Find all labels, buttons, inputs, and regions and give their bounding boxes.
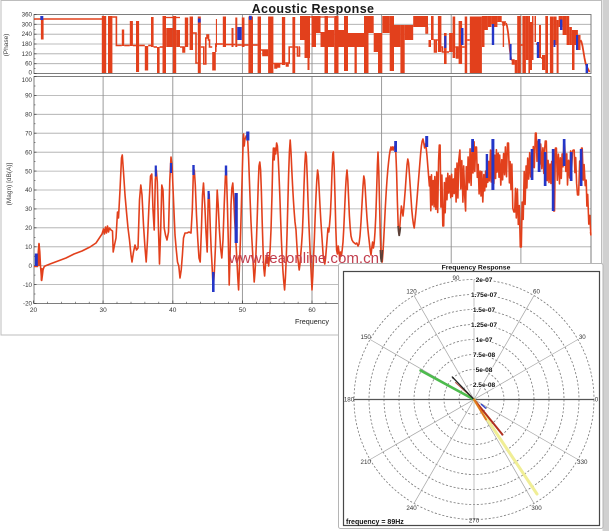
- svg-text:300: 300: [22, 21, 33, 28]
- svg-text:60: 60: [533, 288, 540, 295]
- svg-text:50: 50: [239, 307, 247, 314]
- svg-text:90: 90: [453, 275, 460, 282]
- svg-text:60: 60: [308, 307, 316, 314]
- svg-text:90: 90: [25, 93, 32, 100]
- svg-text:10: 10: [25, 244, 32, 251]
- svg-text:120: 120: [22, 51, 33, 58]
- svg-text:40: 40: [25, 187, 32, 194]
- svg-text:210: 210: [361, 459, 372, 466]
- svg-text:150: 150: [361, 334, 372, 341]
- svg-text:-20: -20: [23, 301, 33, 308]
- svg-text:120: 120: [406, 288, 417, 295]
- svg-text:0: 0: [29, 263, 33, 270]
- svg-text:30: 30: [99, 307, 107, 314]
- svg-text:40: 40: [169, 307, 177, 314]
- svg-text:1.75e-07: 1.75e-07: [471, 292, 497, 299]
- svg-text:Frequency Response: Frequency Response: [442, 265, 511, 272]
- svg-text:300: 300: [531, 505, 542, 512]
- svg-text:Acoustic Response: Acoustic Response: [252, 2, 375, 16]
- svg-text:frequency = 89Hz: frequency = 89Hz: [346, 519, 404, 526]
- svg-text:30: 30: [25, 206, 32, 213]
- svg-text:0: 0: [595, 397, 599, 404]
- svg-text:70: 70: [25, 130, 32, 137]
- svg-text:330: 330: [577, 459, 588, 466]
- svg-text:2.5e-08: 2.5e-08: [473, 382, 496, 389]
- svg-text:240: 240: [22, 31, 33, 38]
- svg-text:100: 100: [22, 77, 33, 84]
- svg-text:1.25e-07: 1.25e-07: [471, 322, 497, 329]
- svg-text:1.5e-07: 1.5e-07: [473, 307, 496, 314]
- svg-text:(Phase): (Phase): [3, 34, 10, 57]
- svg-text:20: 20: [25, 225, 32, 232]
- svg-text:0: 0: [29, 70, 33, 77]
- svg-text:1e-07: 1e-07: [476, 337, 493, 344]
- svg-text:Frequency: Frequency: [295, 317, 329, 326]
- svg-text:270: 270: [469, 518, 480, 525]
- svg-text:50: 50: [25, 168, 32, 175]
- svg-text:(Magn) [dB(A)]: (Magn) [dB(A)]: [6, 162, 13, 205]
- svg-text:www.feaonline.com.cn: www.feaonline.com.cn: [228, 250, 379, 267]
- svg-text:80: 80: [25, 112, 32, 119]
- svg-text:-10: -10: [23, 282, 33, 289]
- svg-text:7.5e-08: 7.5e-08: [473, 352, 496, 359]
- svg-text:60: 60: [25, 61, 32, 68]
- svg-text:240: 240: [406, 505, 417, 512]
- svg-text:30: 30: [579, 334, 586, 341]
- svg-text:360: 360: [22, 12, 33, 19]
- svg-text:2e-07: 2e-07: [476, 277, 493, 284]
- svg-text:20: 20: [30, 307, 38, 314]
- svg-text:180: 180: [344, 397, 355, 404]
- svg-text:5e-08: 5e-08: [476, 367, 493, 374]
- svg-text:60: 60: [25, 149, 32, 156]
- svg-text:180: 180: [22, 41, 33, 48]
